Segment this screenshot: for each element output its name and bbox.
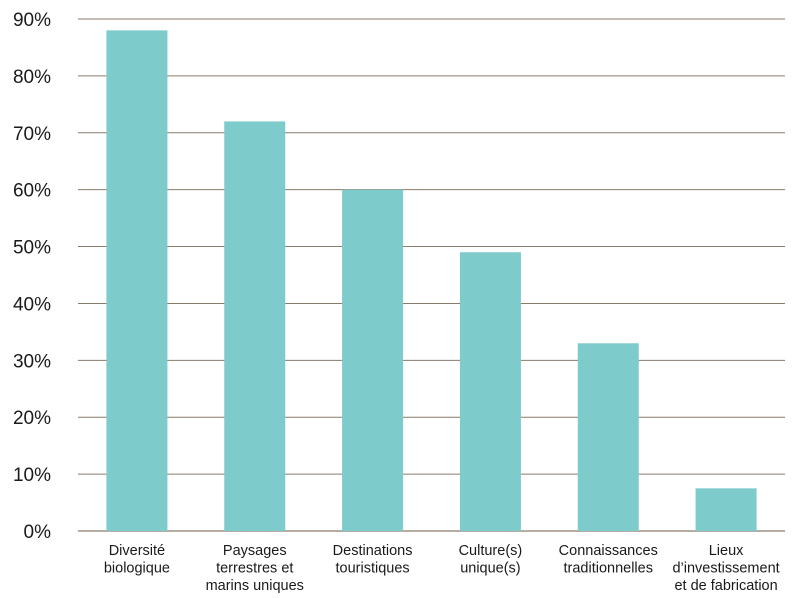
y-axis-tick-labels: 0% 10% 20% 30% 40% 50% 60% 70% 80% 90% xyxy=(13,10,51,543)
category-label-2: Destinations touristiques xyxy=(333,543,413,577)
x-axis-category-labels: Diversité biologique Paysages terrestres et… xyxy=(104,543,780,594)
y-tick-label-50: 50% xyxy=(13,238,51,259)
category-label-4: Connaissances traditionnelles xyxy=(559,543,658,577)
category-label-3: Culture(s) unique(s) xyxy=(459,543,523,577)
y-tick-label-90: 90% xyxy=(13,10,51,31)
y-tick-label-70: 70% xyxy=(13,124,51,145)
y-tick-label-0: 0% xyxy=(24,522,52,543)
bars xyxy=(106,30,757,532)
bar-3 xyxy=(459,252,521,531)
bar-1 xyxy=(224,121,286,532)
y-tick-label-10: 10% xyxy=(13,465,51,486)
y-tick-label-80: 80% xyxy=(13,67,51,88)
bar-0 xyxy=(106,30,168,531)
gridlines xyxy=(78,18,785,532)
category-label-5: Lieux d’investissement et de fabrication xyxy=(672,543,779,594)
y-tick-label-20: 20% xyxy=(13,408,51,429)
bar-5 xyxy=(695,488,757,531)
category-label-1: Paysages terrestres et marins uniques xyxy=(206,543,304,594)
bar-4 xyxy=(577,343,639,531)
bar-2 xyxy=(342,189,404,531)
y-tick-label-60: 60% xyxy=(13,181,51,202)
y-tick-label-40: 40% xyxy=(13,294,51,315)
category-label-0: Diversité biologique xyxy=(104,543,170,577)
y-tick-label-30: 30% xyxy=(13,351,51,372)
